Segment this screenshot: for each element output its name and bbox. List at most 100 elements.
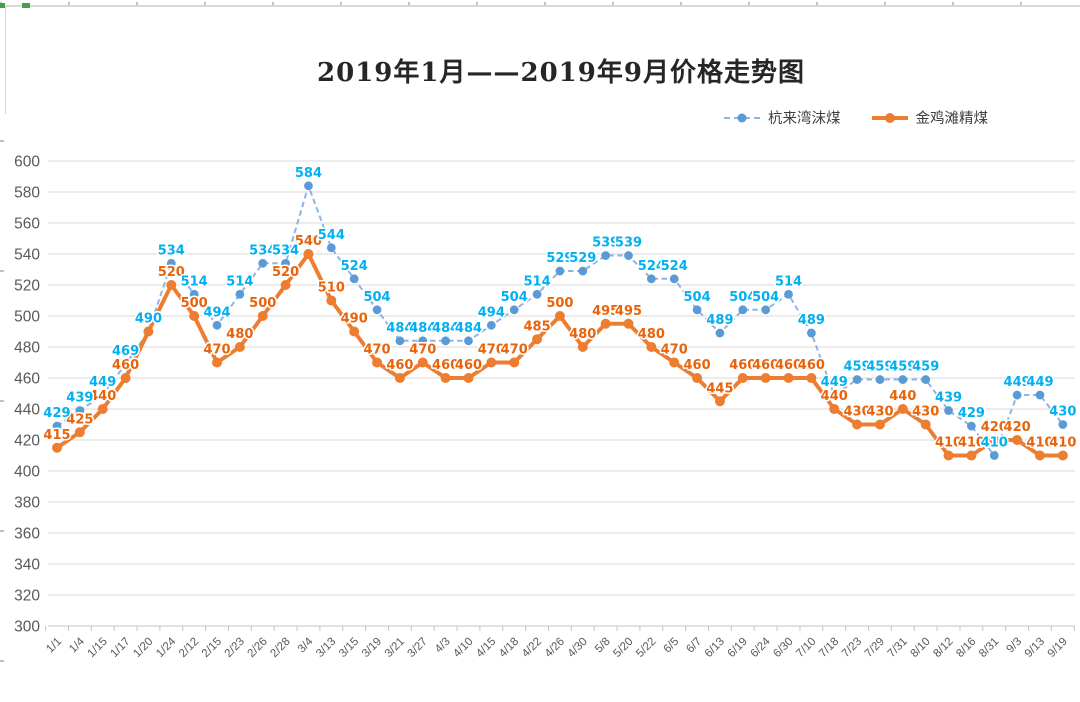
data-point	[1034, 450, 1045, 461]
data-label: 504	[363, 290, 390, 305]
x-axis-tick-label: 4/10	[451, 636, 475, 660]
data-point	[966, 450, 977, 461]
data-point	[75, 406, 85, 415]
y-axis-tick-label: 600	[14, 154, 40, 171]
data-point	[646, 274, 656, 284]
data-point	[326, 243, 336, 253]
data-label: 459	[912, 360, 939, 375]
x-axis-tick-label: 1/17	[108, 636, 132, 660]
data-label: 460	[432, 358, 459, 373]
legend-item-series-1[interactable]: 杭来湾沫煤	[723, 107, 841, 128]
data-point	[829, 404, 840, 414]
y-axis-tick-label: 540	[14, 247, 40, 264]
data-point	[829, 390, 839, 400]
data-label: 504	[501, 290, 528, 305]
data-point	[1012, 390, 1022, 400]
x-axis-tick-label: 7/31	[886, 636, 910, 660]
x-axis-tick-label: 4/22	[520, 636, 544, 660]
data-label: 504	[684, 290, 711, 305]
data-label: 420	[1004, 420, 1031, 435]
x-axis-tick-label: 5/22	[634, 636, 658, 660]
x-axis-tick-label: 8/31	[977, 636, 1001, 660]
data-label: 449	[1004, 375, 1031, 390]
data-point	[166, 280, 177, 290]
x-axis-tick-label: 5/8	[593, 636, 613, 656]
data-point	[234, 342, 245, 352]
data-point	[852, 375, 862, 384]
x-axis-tick-label: 4/3	[433, 636, 453, 656]
legend-item-series-2[interactable]: 金鸡滩精煤	[871, 107, 988, 128]
chart-legend: 杭来湾沫煤 金鸡滩精煤	[723, 107, 988, 128]
data-point	[486, 357, 497, 368]
x-axis-tick-label: 5/20	[611, 636, 635, 660]
data-point	[532, 289, 542, 299]
data-label: 470	[661, 343, 688, 358]
x-axis-tick-label: 2/12	[177, 636, 201, 660]
data-label: 459	[889, 360, 916, 375]
data-label: 425	[66, 412, 93, 427]
data-label: 459	[844, 360, 871, 375]
data-point	[646, 342, 657, 352]
solid-line-dot-icon	[871, 112, 908, 123]
data-label: 480	[569, 327, 596, 342]
data-point	[555, 266, 565, 276]
data-point	[967, 421, 976, 431]
data-label: 494	[478, 305, 505, 320]
data-point	[715, 328, 725, 338]
data-point	[372, 305, 382, 315]
data-point	[326, 295, 337, 306]
y-axis-tick-label: 440	[14, 402, 40, 419]
data-label: 460	[798, 358, 825, 373]
x-axis-tick-label: 6/30	[771, 636, 795, 660]
x-axis-tick-label: 9/19	[1046, 636, 1070, 660]
data-point	[692, 373, 703, 383]
data-label: 529	[546, 251, 573, 266]
data-point	[806, 373, 817, 383]
spreadsheet-column-ticks	[0, 2, 1080, 6]
data-point	[554, 311, 565, 321]
x-axis-tick-label: 6/24	[748, 635, 773, 660]
x-axis-tick-label: 4/30	[566, 636, 590, 660]
data-label: 584	[295, 166, 322, 181]
data-label: 539	[592, 236, 619, 251]
data-point	[97, 404, 108, 414]
x-axis-tick-label: 2/23	[223, 636, 247, 660]
x-axis-tick-label: 4/26	[543, 636, 567, 660]
y-axis-tick-label: 340	[14, 557, 40, 574]
x-axis-tick-label: 7/23	[840, 636, 864, 660]
spreadsheet-row-ticks	[0, 140, 4, 700]
data-point	[509, 305, 519, 315]
data-point	[874, 419, 885, 430]
spreadsheet-top-border	[0, 5, 1080, 7]
data-point	[121, 359, 130, 369]
data-label: 460	[455, 358, 482, 373]
x-axis-tick-label: 6/7	[684, 636, 704, 656]
data-point	[280, 280, 291, 290]
x-axis-tick-label: 1/1	[44, 636, 64, 656]
data-label: 520	[158, 265, 185, 280]
data-label: 504	[752, 290, 779, 305]
data-label: 410	[981, 436, 1008, 451]
data-point	[281, 258, 290, 268]
data-label: 524	[341, 259, 368, 274]
data-point	[395, 336, 405, 346]
x-axis-tick-label: 6/19	[726, 636, 750, 660]
y-axis-tick-label: 500	[14, 309, 40, 326]
data-label: 429	[958, 406, 985, 421]
data-point	[98, 390, 108, 400]
x-axis-tick-label: 1/15	[86, 636, 110, 660]
data-point	[738, 305, 748, 315]
data-label: 449	[1026, 375, 1053, 390]
data-label: 524	[661, 259, 688, 274]
data-point	[920, 419, 931, 430]
y-axis-tick-label: 580	[14, 185, 40, 202]
data-label: 534	[158, 243, 185, 258]
x-axis-tick-label: 3/15	[337, 636, 361, 660]
data-label: 449	[821, 375, 848, 390]
y-axis-tick-label: 400	[14, 464, 40, 481]
data-point	[1057, 450, 1068, 461]
y-axis-tick-label: 460	[14, 371, 40, 388]
data-label: 514	[775, 274, 802, 289]
data-label: 430	[912, 405, 939, 420]
